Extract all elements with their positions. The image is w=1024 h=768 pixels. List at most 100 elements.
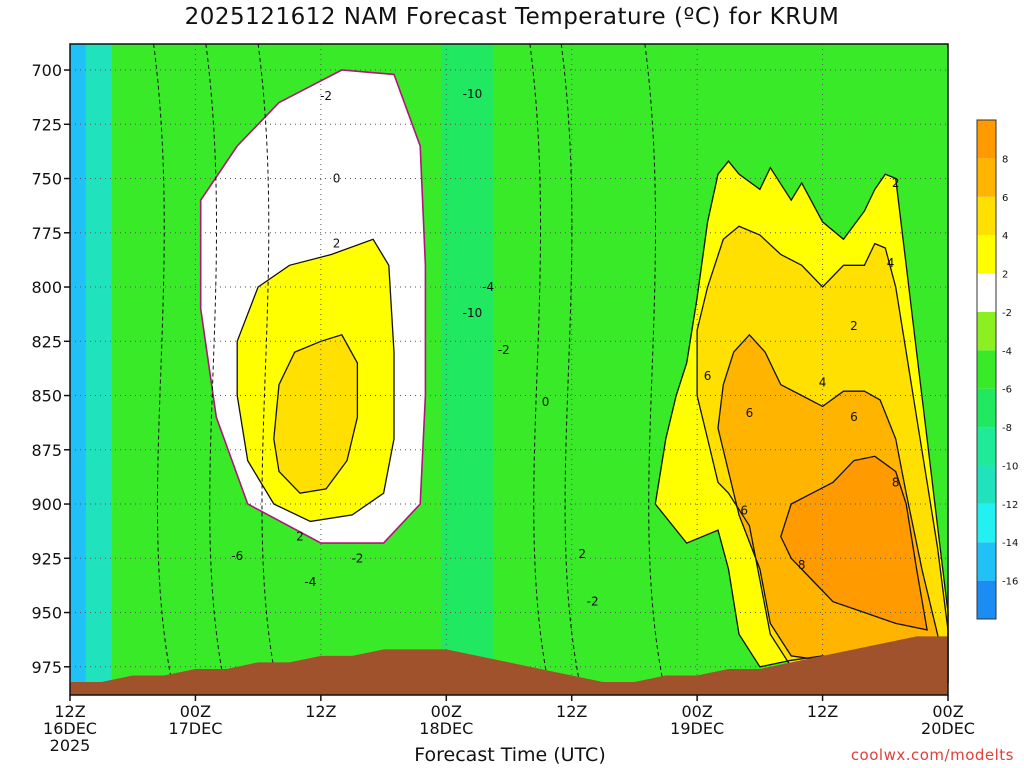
x-tick-label-3-0: 00Z xyxy=(431,702,462,721)
colorbar-swatch-11 xyxy=(977,158,996,197)
contour-label-11: 0 xyxy=(542,395,550,409)
contour-line-0-2 xyxy=(273,334,359,494)
contour-label-0: -2 xyxy=(320,89,332,103)
terrain-fill xyxy=(70,636,948,695)
colorbar-label-8: 2 xyxy=(1002,270,1008,281)
x-tick-label-5-1: 19DEC xyxy=(670,719,724,738)
plot-border xyxy=(69,43,949,696)
contour-label-10: -2 xyxy=(498,343,510,357)
cold-contour-5 xyxy=(644,43,667,696)
cold-contour-3 xyxy=(529,43,552,696)
contour-label-5: -2 xyxy=(351,551,363,565)
contour-label-13: -2 xyxy=(587,595,599,609)
colorbar-label-11: 8 xyxy=(1002,154,1008,165)
colorbar-swatch-6 xyxy=(977,350,996,389)
colorbar-label-6: -4 xyxy=(1002,346,1012,357)
contour-label-19: 2 xyxy=(892,176,900,190)
terrain-layer xyxy=(70,636,948,695)
y-tick-label-2: 750 xyxy=(31,170,62,189)
colorbar-border xyxy=(976,119,997,620)
colorbar: -16 -14 -12 -10 -8 -6 -4 -2 2 4 6 8 xyxy=(976,119,1018,620)
contour-label-18: 4 xyxy=(887,256,895,270)
x-axis-label: Forecast Time (UTC) xyxy=(414,744,606,766)
contour-line-1-0 xyxy=(654,160,949,683)
colorbar-label-2: -12 xyxy=(1002,500,1018,511)
contour-line-1-3 xyxy=(780,455,928,631)
y-tick-label-10: 950 xyxy=(31,604,62,623)
x-tick-label-1-1: 17DEC xyxy=(168,719,222,738)
contour-label-16: 4 xyxy=(819,376,827,390)
x-tick-label-7-1: 20DEC xyxy=(921,719,975,738)
colorbar-swatch-7 xyxy=(977,311,996,351)
colorbar-swatch-12 xyxy=(977,120,996,159)
pressure-axis: 700 725 750 775 800 825 850 875 900 925 950 975 xyxy=(31,61,70,677)
contour-label-9: -10 xyxy=(463,306,483,320)
y-tick-label-8: 900 xyxy=(31,495,62,514)
x-tick-label-0-2: 2025 xyxy=(50,736,91,755)
colorbar-swatch-10 xyxy=(977,196,996,236)
contour-label-17: 2 xyxy=(850,319,858,333)
x-tick-label-0-0: 12Z xyxy=(54,702,85,721)
contour-line-1-1 xyxy=(696,225,949,683)
contour-label-12: 2 xyxy=(578,547,586,561)
colorbar-label-7: -2 xyxy=(1002,308,1012,319)
contour-label-22: 6 xyxy=(740,504,748,518)
x-tick-label-1-0: 00Z xyxy=(180,702,211,721)
fill-region-0-2 xyxy=(273,334,358,494)
y-tick-label-11: 975 xyxy=(31,658,62,677)
contour-line-0-1 xyxy=(236,238,395,523)
cold-contour-0 xyxy=(153,43,176,696)
temperature-contours xyxy=(153,43,949,696)
y-tick-label-5: 825 xyxy=(31,332,62,351)
x-tick-label-3-1: 18DEC xyxy=(419,719,473,738)
fill-region-1-3 xyxy=(780,456,928,630)
colorbar-swatch-5 xyxy=(977,388,996,428)
cold-contour-2 xyxy=(257,43,280,696)
colorbar-label-5: -6 xyxy=(1002,385,1012,396)
colorbar-swatch-2 xyxy=(977,503,996,543)
cold-edge xyxy=(70,44,86,695)
contour-label-15: 6 xyxy=(746,406,754,420)
plot-frame xyxy=(69,43,949,696)
contour-line-0-0 xyxy=(199,69,427,544)
colorbar-swatch-1 xyxy=(977,542,996,581)
contour-label-4: 2 xyxy=(296,530,304,544)
y-tick-label-9: 925 xyxy=(31,549,62,568)
y-tick-label-0: 700 xyxy=(31,61,62,80)
contour-label-3: 2 xyxy=(333,237,341,251)
colorbar-swatch-8 xyxy=(977,273,996,312)
contour-label-6: -4 xyxy=(304,575,316,589)
colorbar-swatch-9 xyxy=(977,235,996,274)
colorbar-swatch-4 xyxy=(977,427,996,466)
y-tick-label-4: 800 xyxy=(31,278,62,297)
y-tick-label-7: 875 xyxy=(31,441,62,460)
cold-column xyxy=(441,44,494,695)
x-tick-label-2-0: 12Z xyxy=(305,702,336,721)
colorbar-swatch-3 xyxy=(977,465,996,504)
y-tick-label-6: 850 xyxy=(31,387,62,406)
contour-label-1: -10 xyxy=(463,87,483,101)
contour-label-2: 0 xyxy=(333,172,341,186)
credit-link[interactable]: coolwx.com/modelts xyxy=(850,746,1014,764)
colorbar-label-9: 4 xyxy=(1002,231,1008,242)
contour-label-8: -4 xyxy=(482,280,494,294)
colorbar-label-3: -10 xyxy=(1002,461,1018,472)
colorbar-label-1: -14 xyxy=(1002,538,1018,549)
contour-labels: -2 -10 0 2 2 -2 -4 -6 -4 -10 -2 0 2 -2 6 6 4 2 4 2 6 8 6 8 xyxy=(231,87,899,609)
chart-title: 2025121612 NAM Forecast Temperature (ºC)… xyxy=(184,4,840,30)
y-tick-label-1: 725 xyxy=(31,115,62,134)
x-tick-label-4-0: 12Z xyxy=(556,702,587,721)
colorbar-label-4: -8 xyxy=(1002,423,1012,434)
cold-contour-1 xyxy=(205,43,228,696)
colorbar-swatch-0 xyxy=(977,580,996,619)
x-tick-label-6-0: 12Z xyxy=(807,702,838,721)
contour-line-1-2 xyxy=(717,333,949,683)
x-tick-label-5-0: 00Z xyxy=(681,702,712,721)
x-tick-label-7-0: 00Z xyxy=(932,702,963,721)
contour-label-21: 8 xyxy=(892,475,900,489)
contour-label-7: -6 xyxy=(231,549,243,563)
contour-label-20: 6 xyxy=(850,410,858,424)
y-tick-label-3: 775 xyxy=(31,224,62,243)
